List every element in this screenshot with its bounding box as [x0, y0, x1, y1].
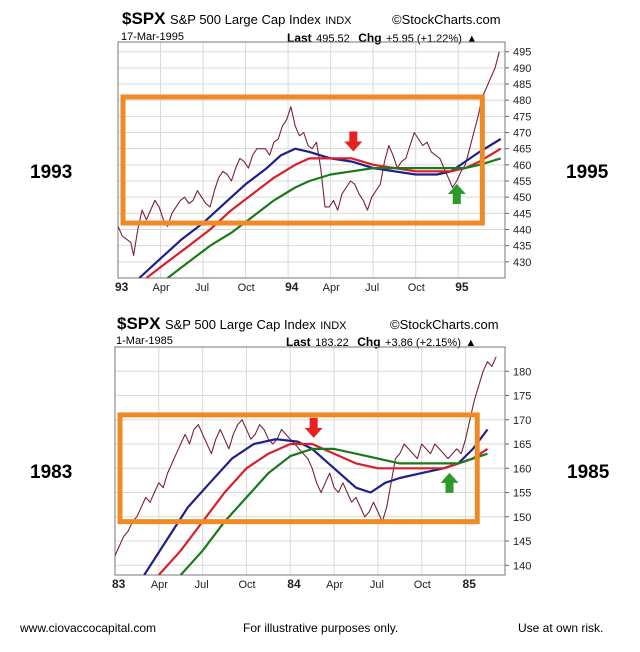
up-arrow-icon: [440, 472, 459, 493]
last-label: Last: [286, 335, 311, 349]
x-tick-label: 85: [463, 577, 477, 591]
highlight-box: [117, 412, 480, 525]
down-arrow-icon: [304, 417, 323, 438]
x-tick-label: Oct: [414, 579, 431, 591]
chart-panel-1995: $SPX S&P 500 Large Cap Index INDX ©Stock…: [0, 0, 640, 305]
y-tick-label: 160: [513, 463, 531, 475]
x-tick-label: Oct: [408, 282, 425, 294]
up-arrow-icon: [447, 183, 466, 204]
last-value: 183.22: [315, 337, 349, 349]
y-tick-label: 175: [513, 391, 531, 403]
series-group: [115, 356, 497, 575]
chg-value: +3.86 (+2.15%): [385, 337, 461, 349]
price-chart-1985: 140 145 150 155 160 165 170 175 180 83 Apr Jul Oct 84…: [112, 346, 531, 591]
quote-date: 1-Mar-1985: [116, 335, 173, 347]
y-tick-label: 180: [513, 366, 531, 378]
x-tick-label: 83: [112, 577, 126, 591]
index-name: S&P 500 Large Cap Index: [164, 317, 316, 332]
exchange-label: INDX: [320, 320, 347, 332]
footer-disclaimer: For illustrative purposes only.: [243, 621, 399, 635]
y-tick-label: 495: [513, 47, 531, 59]
stockcharts-brand: ©StockCharts.com: [392, 12, 501, 27]
chg-up-icon: ▲: [465, 337, 477, 349]
y-tick-label: 140: [513, 560, 531, 572]
highlight-box: [120, 94, 485, 226]
x-tick-label: Apr: [151, 579, 168, 591]
chart-header-title: $SPX S&P 500 Large Cap Index INDX: [117, 314, 347, 334]
price-chart-1995: 430 435 440 445 450 455 460 465 470 475 480 485 490 4…: [115, 41, 531, 294]
y-tick-label: 165: [513, 439, 531, 451]
quote-date: 17-Mar-1995: [121, 31, 184, 43]
footer-website: www.ciovaccocapital.com: [20, 621, 157, 635]
x-tick-label: Jul: [195, 579, 209, 591]
y-tick-label: 470: [513, 128, 531, 140]
index-name: S&P 500 Large Cap Index: [169, 12, 321, 27]
ticker-symbol: $SPX: [122, 9, 166, 28]
x-tick-label: 94: [285, 280, 299, 294]
x-tick-label: Apr: [323, 282, 340, 294]
chart-header-title: $SPX S&P 500 Large Cap Index INDX: [122, 9, 352, 29]
footer-risk-note: Use at own risk.: [518, 621, 604, 635]
y-tick-label: 490: [513, 63, 531, 75]
x-tick-label: Jul: [370, 579, 384, 591]
y-tick-label: 475: [513, 111, 531, 123]
x-tick-label: Jul: [365, 282, 379, 294]
plot-frame: [114, 346, 506, 576]
x-tick-label: Oct: [238, 282, 255, 294]
left-year-label: 1993: [30, 162, 73, 183]
chart-panel-1985: $SPX S&P 500 Large Cap Index INDX ©Stock…: [0, 305, 640, 610]
x-tick-label: Apr: [153, 282, 170, 294]
quote-summary: Last 183.22 Chg +3.86 (+2.15%) ▲: [286, 333, 476, 351]
x-tick-label: 93: [115, 280, 129, 294]
ma-short-line: [143, 428, 489, 575]
x-tick-label: 95: [455, 280, 469, 294]
y-tick-label: 170: [513, 415, 531, 427]
x-tick-label: Jul: [195, 282, 209, 294]
y-tick-label: 150: [513, 512, 531, 524]
y-tick-label: 480: [513, 95, 531, 107]
chg-label: Chg: [357, 335, 381, 349]
stockcharts-brand: ©StockCharts.com: [390, 317, 499, 332]
ma-mid-line: [145, 147, 502, 278]
y-tick-label: 155: [513, 488, 531, 500]
left-year-label: 1983: [30, 462, 73, 483]
right-year-label: 1995: [566, 162, 609, 183]
x-tick-label: Oct: [238, 579, 255, 591]
y-tick-label: 435: [513, 241, 531, 253]
y-tick-label: 465: [513, 144, 531, 156]
y-tick-label: 440: [513, 225, 531, 237]
ma-long-line: [179, 447, 488, 575]
y-tick-label: 485: [513, 79, 531, 91]
y-tick-label: 445: [513, 208, 531, 220]
down-arrow-icon: [344, 131, 363, 152]
y-tick-label: 455: [513, 176, 531, 188]
y-tick-label: 450: [513, 192, 531, 204]
price-line: [115, 356, 497, 556]
chg-up-icon: ▲: [466, 33, 478, 45]
ticker-symbol: $SPX: [117, 314, 161, 333]
x-tick-label: 84: [287, 577, 301, 591]
y-tick-label: 460: [513, 160, 531, 172]
plot-frame: [117, 41, 506, 279]
series-group: [118, 51, 502, 278]
y-tick-label: 430: [513, 257, 531, 269]
ma-long-line: [166, 157, 502, 278]
right-year-label: 1985: [567, 462, 610, 483]
price-line: [118, 51, 500, 256]
exchange-label: INDX: [325, 15, 352, 27]
y-tick-label: 145: [513, 536, 531, 548]
x-tick-label: Apr: [326, 579, 343, 591]
ma-mid-line: [157, 442, 489, 575]
